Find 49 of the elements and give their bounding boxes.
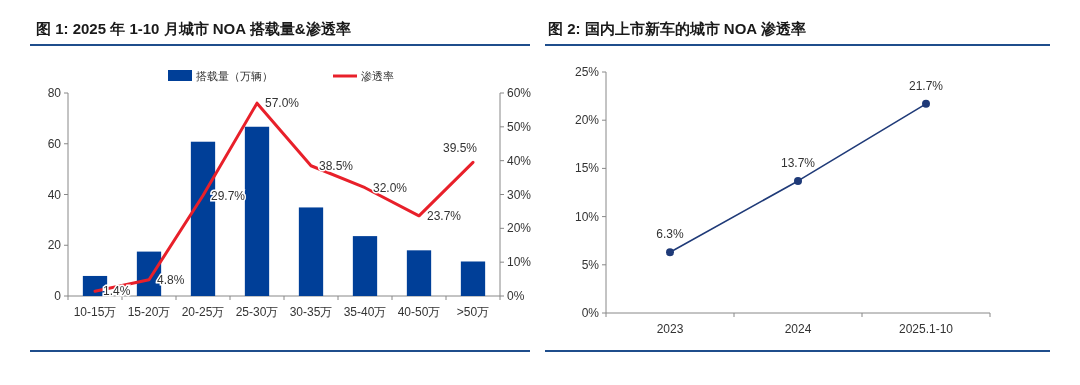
data-label: 6.3% bbox=[656, 227, 684, 242]
data-label: 39.5% bbox=[442, 141, 478, 156]
point bbox=[666, 248, 674, 257]
x-tick-label: 2024 bbox=[784, 322, 812, 336]
y-tick-label: 10% bbox=[574, 209, 600, 224]
y2-tick-label: 10% bbox=[507, 255, 532, 270]
x-tick-label: 20-25万 bbox=[181, 305, 225, 319]
chart-title: 图 1: 2025 年 1-10 月城市 NOA 搭载量&渗透率 bbox=[36, 20, 351, 37]
y-tick-label: 80 bbox=[47, 86, 62, 100]
x-tick-label: 40-50万 bbox=[397, 305, 441, 319]
y2-tick-label: 50% bbox=[507, 119, 532, 134]
data-label: 13.7% bbox=[780, 155, 816, 170]
data-label: 38.5% bbox=[319, 158, 354, 173]
x-tick-label: 2023 bbox=[656, 322, 684, 336]
y2-tick-label: 0% bbox=[507, 289, 525, 303]
x-tick-label: 10-15万 bbox=[73, 305, 117, 319]
legend-label: 搭载量（万辆） bbox=[196, 70, 273, 82]
legend-label: 渗透率 bbox=[361, 70, 394, 82]
y-tick-label: 0 bbox=[54, 289, 62, 303]
y-tick-label: 25% bbox=[574, 65, 600, 79]
point bbox=[794, 176, 802, 185]
y-tick-label: 0% bbox=[581, 306, 600, 320]
data-label: 32.0% bbox=[373, 180, 408, 195]
x-tick-label: 15-20万 bbox=[127, 305, 171, 319]
y2-tick-label: 20% bbox=[507, 221, 532, 236]
y-tick-label: 40 bbox=[47, 187, 62, 202]
point bbox=[922, 99, 930, 108]
y-tick-label: 5% bbox=[581, 257, 600, 272]
y2-tick-label: 40% bbox=[507, 153, 532, 168]
y2-tick-label: 60% bbox=[507, 86, 532, 100]
bar bbox=[244, 126, 270, 296]
data-label: 23.7% bbox=[427, 208, 462, 223]
y-tick-label: 20% bbox=[574, 113, 600, 128]
bar bbox=[406, 250, 432, 296]
x-tick-label: >50万 bbox=[456, 305, 490, 319]
data-label: 57.0% bbox=[265, 96, 300, 111]
x-tick-label: 25-30万 bbox=[235, 305, 279, 319]
data-label: 21.7% bbox=[908, 78, 944, 93]
y-tick-label: 60 bbox=[47, 136, 62, 151]
x-tick-label: 2025.1-10 bbox=[898, 322, 954, 336]
y-tick-label: 20 bbox=[47, 238, 62, 253]
y2-tick-label: 30% bbox=[507, 187, 532, 202]
bar bbox=[298, 207, 324, 296]
chart-title: 图 2: 国内上市新车的城市 NOA 渗透率 bbox=[548, 20, 806, 37]
x-tick-label: 30-35万 bbox=[289, 305, 333, 319]
y-tick-label: 15% bbox=[574, 161, 600, 176]
bar bbox=[460, 261, 486, 296]
x-tick-label: 35-40万 bbox=[343, 305, 387, 319]
bar bbox=[352, 236, 378, 296]
